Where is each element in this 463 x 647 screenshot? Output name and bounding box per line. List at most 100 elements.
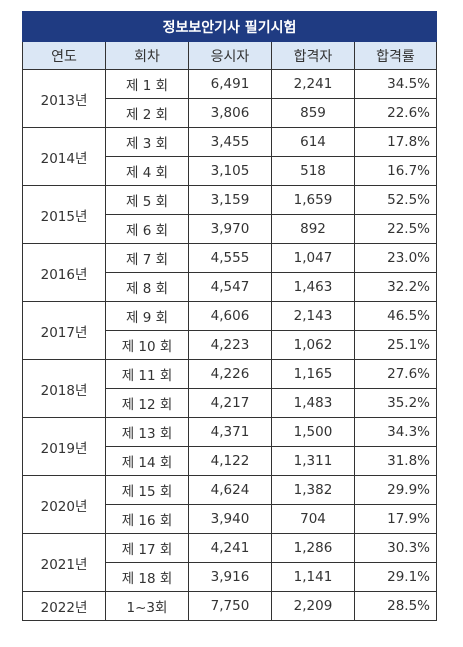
applicants-cell: 3,806 [188, 98, 272, 128]
rate-cell: 35.2% [354, 388, 437, 418]
passers-cell: 1,659 [271, 185, 355, 215]
applicants-cell: 3,159 [188, 185, 272, 215]
rate-cell: 29.9% [354, 475, 437, 505]
table-row: 제 6 회 3,970 892 22.5% [23, 214, 437, 244]
passers-cell: 518 [271, 156, 355, 186]
passers-cell: 2,209 [271, 591, 355, 621]
table-row: 제 2 회 3,806 859 22.6% [23, 98, 437, 128]
round-cell: 제 4 회 [105, 156, 189, 186]
applicants-cell: 7,750 [188, 591, 272, 621]
applicants-cell: 4,606 [188, 301, 272, 331]
rate-cell: 30.3% [354, 533, 437, 563]
passers-cell: 859 [271, 98, 355, 128]
applicants-cell: 4,547 [188, 272, 272, 302]
applicants-cell: 3,916 [188, 562, 272, 592]
rate-cell: 52.5% [354, 185, 437, 215]
table-row: 제 12 회 4,217 1,483 35.2% [23, 388, 437, 418]
exam-stats-table: 정보보안기사 필기시험 연도 회차 응시자 합격자 합격률 2013년 제 1 … [22, 11, 437, 621]
header-passers: 합격자 [271, 41, 355, 70]
table-row: 2015년 제 5 회 3,159 1,659 52.5% [22, 185, 437, 244]
applicants-cell: 3,455 [188, 127, 272, 157]
year-cell: 2015년 [22, 185, 106, 244]
round-cell: 제 9 회 [105, 301, 189, 331]
round-cell: 제 1 회 [105, 69, 189, 99]
passers-cell: 2,143 [271, 301, 355, 331]
year-cell: 2018년 [22, 359, 106, 418]
table-row: 제 16 회 3,940 704 17.9% [23, 504, 437, 534]
passers-cell: 1,141 [271, 562, 355, 592]
rate-cell: 29.1% [354, 562, 437, 592]
passers-cell: 1,062 [271, 330, 355, 360]
rate-cell: 34.3% [354, 417, 437, 447]
table-title: 정보보안기사 필기시험 [22, 11, 437, 42]
table-row: 2017년 제 9 회 4,606 2,143 46.5% [22, 301, 437, 360]
round-cell: 제 10 회 [105, 330, 189, 360]
header-year: 연도 [22, 41, 106, 70]
table-row: 2020년 제 15 회 4,624 1,382 29.9% [22, 475, 437, 534]
passers-cell: 614 [271, 127, 355, 157]
passers-cell: 2,241 [271, 69, 355, 99]
passers-cell: 1,311 [271, 446, 355, 476]
exam-stats-table-wrapper: 정보보안기사 필기시험 연도 회차 응시자 합격자 합격률 2013년 제 1 … [22, 11, 437, 621]
year-cell: 2014년 [22, 127, 106, 186]
passers-cell: 892 [271, 214, 355, 244]
passers-cell: 1,463 [271, 272, 355, 302]
passers-cell: 1,047 [271, 243, 355, 273]
rate-cell: 32.2% [354, 272, 437, 302]
round-cell: 제 11 회 [105, 359, 189, 389]
table-row: 2014년 제 3 회 3,455 614 17.8% [22, 127, 437, 186]
applicants-cell: 3,105 [188, 156, 272, 186]
round-cell: 제 12 회 [105, 388, 189, 418]
round-cell: 제 17 회 [105, 533, 189, 563]
round-cell: 제 15 회 [105, 475, 189, 505]
rate-cell: 22.5% [354, 214, 437, 244]
passers-cell: 1,500 [271, 417, 355, 447]
applicants-cell: 6,491 [188, 69, 272, 99]
round-cell: 제 14 회 [105, 446, 189, 476]
table-row: 2021년 제 17 회 4,241 1,286 30.3% [22, 533, 437, 592]
rate-cell: 46.5% [354, 301, 437, 331]
round-cell: 제 6 회 [105, 214, 189, 244]
applicants-cell: 4,217 [188, 388, 272, 418]
year-cell: 2021년 [22, 533, 106, 592]
table-row: 2019년 제 13 회 4,371 1,500 34.3% [22, 417, 437, 476]
round-cell: 제 2 회 [105, 98, 189, 128]
passers-cell: 1,286 [271, 533, 355, 563]
passers-cell: 704 [271, 504, 355, 534]
table-row: 2016년 제 7 회 4,555 1,047 23.0% [22, 243, 437, 302]
round-cell: 제 5 회 [105, 185, 189, 215]
round-cell: 제 13 회 [105, 417, 189, 447]
year-cell: 2019년 [22, 417, 106, 476]
header-rate: 합격률 [354, 41, 437, 70]
applicants-cell: 4,371 [188, 417, 272, 447]
rate-cell: 16.7% [354, 156, 437, 186]
applicants-cell: 4,122 [188, 446, 272, 476]
table-row: 2018년 제 11 회 4,226 1,165 27.6% [22, 359, 437, 418]
passers-cell: 1,483 [271, 388, 355, 418]
applicants-cell: 4,555 [188, 243, 272, 273]
round-cell: 제 3 회 [105, 127, 189, 157]
table-row: 제 8 회 4,547 1,463 32.2% [23, 272, 437, 302]
table-row: 제 14 회 4,122 1,311 31.8% [23, 446, 437, 476]
table-row: 제 4 회 3,105 518 16.7% [23, 156, 437, 186]
year-cell: 2022년 [22, 591, 106, 621]
rate-cell: 31.8% [354, 446, 437, 476]
table-row: 2022년 1~3회 7,750 2,209 28.5% [22, 591, 437, 621]
year-cell: 2013년 [22, 69, 106, 128]
rate-cell: 25.1% [354, 330, 437, 360]
rate-cell: 23.0% [354, 243, 437, 273]
table-row: 제 10 회 4,223 1,062 25.1% [23, 330, 437, 360]
rate-cell: 27.6% [354, 359, 437, 389]
passers-cell: 1,382 [271, 475, 355, 505]
applicants-cell: 3,970 [188, 214, 272, 244]
round-cell: 1~3회 [105, 591, 189, 621]
round-cell: 제 16 회 [105, 504, 189, 534]
header-applicants: 응시자 [188, 41, 272, 70]
applicants-cell: 4,624 [188, 475, 272, 505]
round-cell: 제 7 회 [105, 243, 189, 273]
rate-cell: 22.6% [354, 98, 437, 128]
passers-cell: 1,165 [271, 359, 355, 389]
year-cell: 2016년 [22, 243, 106, 302]
year-cell: 2020년 [22, 475, 106, 534]
rate-cell: 17.8% [354, 127, 437, 157]
